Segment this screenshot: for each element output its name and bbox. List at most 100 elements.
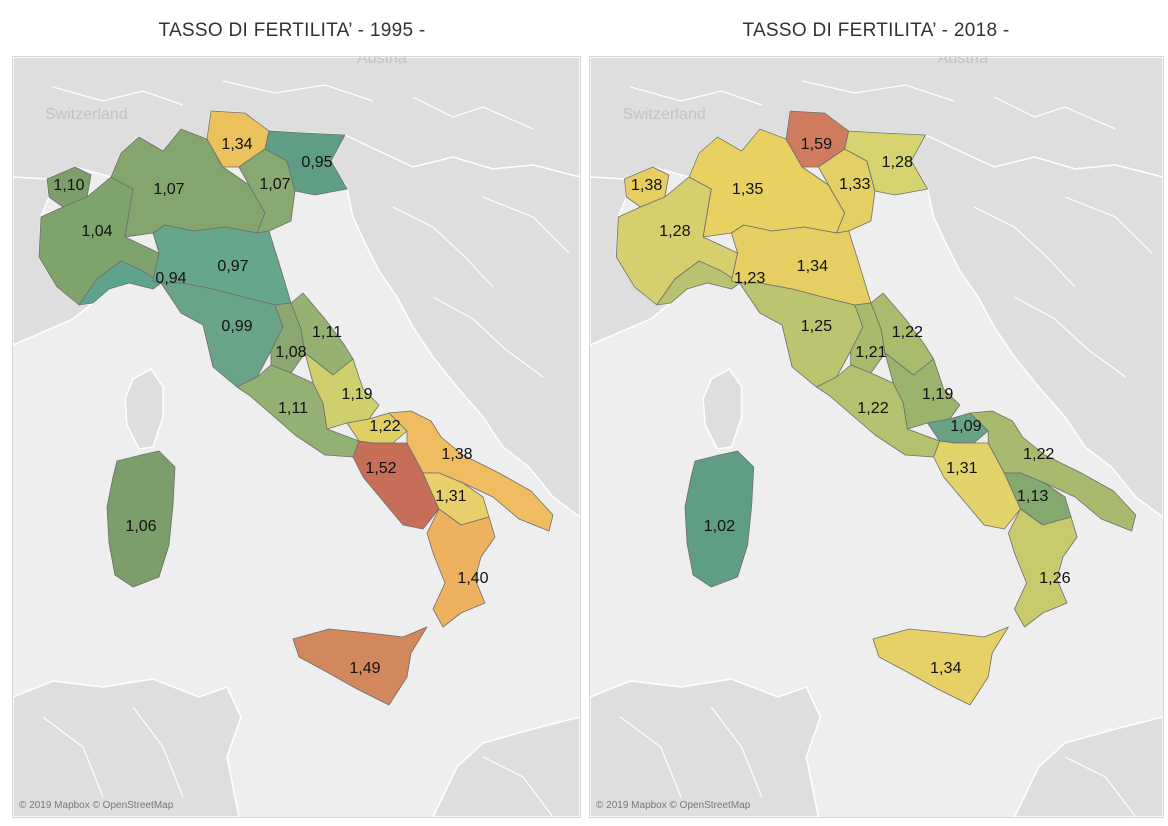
region-friuli[interactable] bbox=[844, 130, 928, 196]
region-value-piemonte: 1,28 bbox=[659, 222, 691, 240]
map-panel-1995: TASSO DI FERTILITA’ - 1995 - 1,10 1,04 1,0… bbox=[12, 20, 581, 818]
background-border-line bbox=[52, 86, 184, 106]
region-sardegna[interactable] bbox=[106, 450, 176, 588]
region-sicilia[interactable] bbox=[292, 626, 428, 706]
region-value-piemonte: 1,04 bbox=[81, 223, 112, 240]
country-label-austria: Austria bbox=[357, 57, 407, 67]
region-value-friuli: 1,28 bbox=[881, 153, 913, 171]
map-credit: © 2019 Mapbox © OpenStreetMap bbox=[596, 800, 751, 811]
country-label-switzerland: Switzerland bbox=[45, 106, 128, 123]
background-border-line bbox=[630, 86, 762, 106]
region-value-toscana: 0,99 bbox=[221, 318, 252, 335]
background-border-line bbox=[619, 716, 682, 798]
region-value-calabria: 1,26 bbox=[1039, 569, 1071, 587]
region-value-trentino: 1,34 bbox=[221, 136, 252, 153]
background-border-line bbox=[412, 96, 534, 130]
map-title: TASSO DI FERTILITA’ - 2018 - bbox=[742, 20, 1010, 41]
regions-layer bbox=[615, 110, 1137, 706]
italy-map: 1,38 1,28 1,35 1,59 1,33 1,28 1,23 1,34 1,25 1,21… bbox=[590, 57, 1163, 817]
region-sardegna[interactable] bbox=[684, 450, 755, 588]
region-value-molise: 1,09 bbox=[950, 417, 982, 435]
region-value-sicilia: 1,49 bbox=[349, 660, 380, 677]
background-landmass bbox=[124, 368, 164, 450]
region-value-abruzzo: 1,19 bbox=[922, 385, 954, 403]
labels-layer: 1,38 1,28 1,35 1,59 1,33 1,28 1,23 1,34 1,25 1,21… bbox=[631, 135, 1071, 677]
background-landmass bbox=[1013, 716, 1163, 817]
region-value-puglia: 1,22 bbox=[1023, 445, 1055, 463]
region-lazio[interactable] bbox=[815, 364, 941, 458]
map-canvas[interactable]: 1,10 1,04 1,07 1,34 1,07 0,95 0,94 0,97 0,99 1,08… bbox=[12, 56, 581, 818]
background-border-line bbox=[710, 706, 763, 798]
region-liguria[interactable] bbox=[656, 260, 740, 306]
map-panel-2018: TASSO DI FERTILITA’ - 2018 - 1,38 1,28 1,3… bbox=[584, 0, 1168, 826]
region-value-calabria: 1,40 bbox=[457, 570, 488, 587]
region-value-umbria: 1,21 bbox=[855, 343, 887, 361]
region-toscana[interactable] bbox=[160, 282, 284, 388]
background-landmass bbox=[13, 678, 242, 817]
region-liguria[interactable] bbox=[78, 260, 162, 306]
background-landmass bbox=[330, 134, 580, 518]
region-value-emilia: 1,34 bbox=[797, 257, 829, 275]
region-value-veneto: 1,33 bbox=[839, 175, 871, 193]
background-border-line bbox=[482, 196, 570, 254]
region-value-marche: 1,11 bbox=[312, 324, 342, 341]
background-border-line bbox=[392, 206, 494, 288]
region-calabria[interactable] bbox=[426, 508, 496, 628]
region-value-valle-aosta: 1,38 bbox=[631, 176, 663, 194]
background-landmass bbox=[590, 678, 822, 817]
background-countries bbox=[13, 57, 580, 817]
region-value-lombardia: 1,35 bbox=[732, 180, 764, 198]
region-value-puglia: 1,38 bbox=[441, 446, 472, 463]
region-sicilia[interactable] bbox=[872, 626, 1009, 706]
region-friuli[interactable] bbox=[264, 130, 348, 196]
background-border-line bbox=[802, 80, 955, 102]
region-value-campania: 1,31 bbox=[946, 459, 978, 477]
region-value-friuli: 0,95 bbox=[301, 154, 332, 171]
region-value-umbria: 1,08 bbox=[275, 344, 306, 361]
background-border-line bbox=[132, 706, 184, 798]
region-value-basilicata: 1,31 bbox=[435, 488, 466, 505]
background-countries bbox=[590, 57, 1163, 817]
region-value-liguria: 0,94 bbox=[155, 270, 186, 287]
italy-map: 1,10 1,04 1,07 1,34 1,07 0,95 0,94 0,97 0,99 1,08… bbox=[13, 57, 580, 817]
background-border-line bbox=[432, 296, 544, 378]
country-label-austria: Austria bbox=[938, 57, 988, 67]
region-value-trentino: 1,59 bbox=[801, 135, 833, 153]
region-value-basilicata: 1,13 bbox=[1017, 487, 1049, 505]
region-value-campania: 1,52 bbox=[365, 460, 396, 477]
region-value-emilia: 0,97 bbox=[217, 258, 248, 275]
background-border-line bbox=[1064, 196, 1153, 254]
region-value-toscana: 1,25 bbox=[801, 317, 833, 335]
background-border-line bbox=[993, 96, 1116, 130]
map-title: TASSO DI FERTILITA’ - 1995 - bbox=[158, 20, 426, 41]
region-lazio[interactable] bbox=[236, 364, 360, 458]
labels-layer: 1,10 1,04 1,07 1,34 1,07 0,95 0,94 0,97 0,99 1,08… bbox=[53, 136, 488, 677]
background-border-line bbox=[1014, 296, 1126, 378]
background-landmass bbox=[432, 716, 580, 817]
region-calabria[interactable] bbox=[1007, 508, 1078, 628]
region-value-molise: 1,22 bbox=[369, 418, 400, 435]
region-value-abruzzo: 1,19 bbox=[341, 386, 372, 403]
region-value-valle-aosta: 1,10 bbox=[53, 177, 84, 194]
background-border-line bbox=[482, 756, 554, 817]
background-landmass bbox=[910, 134, 1163, 518]
region-value-lazio: 1,11 bbox=[278, 400, 308, 417]
background-border-line bbox=[1064, 756, 1137, 817]
map-canvas[interactable]: 1,38 1,28 1,35 1,59 1,33 1,28 1,23 1,34 1,25 1,21… bbox=[589, 56, 1164, 818]
region-value-sardegna: 1,06 bbox=[125, 518, 156, 535]
background-border-line bbox=[42, 716, 104, 798]
region-value-sardegna: 1,02 bbox=[704, 517, 736, 535]
map-credit: © 2019 Mapbox © OpenStreetMap bbox=[19, 800, 174, 811]
region-value-lazio: 1,22 bbox=[857, 399, 889, 417]
region-toscana[interactable] bbox=[739, 282, 864, 388]
region-value-liguria: 1,23 bbox=[734, 269, 766, 287]
region-value-marche: 1,22 bbox=[892, 323, 924, 341]
region-value-lombardia: 1,07 bbox=[153, 181, 184, 198]
region-value-sicilia: 1,34 bbox=[930, 659, 962, 677]
region-value-veneto: 1,07 bbox=[259, 176, 290, 193]
background-border-line bbox=[973, 206, 1076, 288]
background-border-line bbox=[222, 80, 374, 102]
country-label-switzerland: Switzerland bbox=[622, 105, 706, 123]
background-landmass bbox=[702, 368, 743, 450]
regions-layer bbox=[38, 110, 554, 706]
